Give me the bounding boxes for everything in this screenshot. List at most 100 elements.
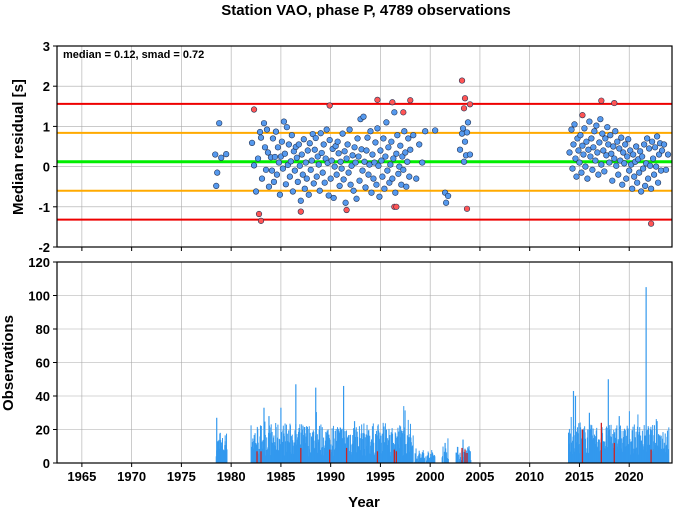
inlier-residual-point [297,197,304,204]
inlier-residual-point [619,181,626,188]
y-tick-label: 2 [43,79,50,94]
inlier-residual-point [397,142,404,149]
inlier-residual-point [356,177,363,184]
inlier-residual-point [646,145,653,152]
y-tick-label: 120 [28,255,50,270]
inlier-residual-point [218,154,225,161]
inlier-residual-point [213,182,220,189]
inlier-residual-point [585,146,592,153]
inlier-residual-point [378,157,385,164]
inlier-residual-point [575,147,582,154]
inlier-residual-point [306,140,313,147]
inlier-residual-point [258,175,266,182]
inlier-residual-point [280,118,287,125]
y-tick-label: 100 [28,289,50,304]
inlier-residual-point [351,144,358,151]
inlier-residual-point [319,169,326,176]
outlier-residual-point [326,102,333,109]
inlier-residual-point [649,155,657,162]
inlier-residual-point [631,173,638,180]
inlier-residual-point [618,134,625,141]
inlier-residual-point [370,175,377,182]
y-tick-label: -1 [38,200,50,215]
y-tick-label: 40 [36,389,50,404]
inlier-residual-point [459,125,467,132]
inlier-residual-point [611,155,618,162]
inlier-residual-point [385,144,392,151]
inlier-residual-point [588,135,595,142]
inlier-residual-point [657,167,665,174]
inlier-residual-point [396,163,403,170]
inlier-residual-point [275,159,283,166]
inlier-residual-point [607,132,614,139]
inlier-residual-point [325,192,332,199]
inlier-residual-point [636,169,643,176]
inlier-residual-point [342,199,349,206]
outlier-residual-point [393,203,400,210]
inlier-residual-point [569,165,576,172]
inlier-residual-point [316,187,323,194]
inlier-residual-point [401,128,408,135]
outlier-residual-point [374,96,381,103]
inlier-residual-point [269,135,277,142]
inlier-residual-point [384,167,391,174]
residual-plot-background [57,46,672,247]
inlier-residual-point [216,120,223,127]
x-tick-label: 2005 [465,469,494,484]
residual-plot-frame [56,45,673,248]
inlier-residual-point [346,126,353,133]
outlier-residual-point [461,95,469,102]
inlier-residual-point [305,191,312,198]
inlier-residual-point [591,128,598,135]
chart-title: Station VAO, phase P, 4789 observations [221,2,511,19]
inlier-residual-point [376,193,383,200]
inlier-residual-point [407,146,414,153]
inlier-residual-point [570,141,577,148]
inlier-residual-point [582,163,589,170]
inlier-residual-point [343,155,350,162]
inlier-residual-point [432,127,439,134]
inlier-residual-point [597,116,604,123]
y-tick-label: 0 [43,456,50,471]
inlier-residual-point [264,149,272,156]
inlier-residual-point [365,171,372,178]
inlier-residual-point [654,179,662,186]
outlier-residual-point [458,77,466,84]
inlier-residual-point [363,147,370,154]
x-tick-label: 1985 [266,469,295,484]
inlier-residual-point [320,141,327,148]
inlier-residual-point [383,119,390,126]
inlier-residual-point [323,126,330,133]
inlier-residual-point [214,169,221,176]
inlier-residual-point [416,141,423,148]
inlier-residual-point [339,130,346,137]
inlier-residual-point [302,159,309,166]
x-tick-label: 1965 [67,469,96,484]
inlier-residual-point [310,180,317,187]
y-tick-label: 20 [36,423,50,438]
inlier-residual-point [283,124,290,131]
residual-panel: -2 -1 0 1 2 3 median = 0.12, smad = 0.72 Medi… [10,39,673,255]
year-x-ticks: 1965 1970 1975 1980 1985 1990 1995 2000 2005 2010… [67,469,643,484]
inlier-residual-point [630,151,637,158]
inlier-residual-point [660,141,668,148]
inlier-residual-point [443,199,450,206]
inlier-residual-point [594,149,601,156]
inlier-residual-point [382,153,389,160]
inlier-residual-point [367,128,374,135]
inlier-residual-point [604,124,611,131]
inlier-residual-point [616,145,623,152]
outlier-residual-point [648,220,655,227]
inlier-residual-point [371,159,378,166]
inlier-residual-point [652,163,660,170]
inlier-residual-point [377,147,384,154]
x-tick-label: 1970 [117,469,146,484]
x-tick-label: 2010 [515,469,544,484]
residual-points [212,77,672,227]
inlier-residual-point [572,155,579,162]
inlier-residual-point [271,153,279,161]
observations-y-ticks: 0 20 40 60 80 100 120 [28,255,50,471]
inlier-residual-point [461,138,469,145]
x-tick-label: 1995 [366,469,395,484]
